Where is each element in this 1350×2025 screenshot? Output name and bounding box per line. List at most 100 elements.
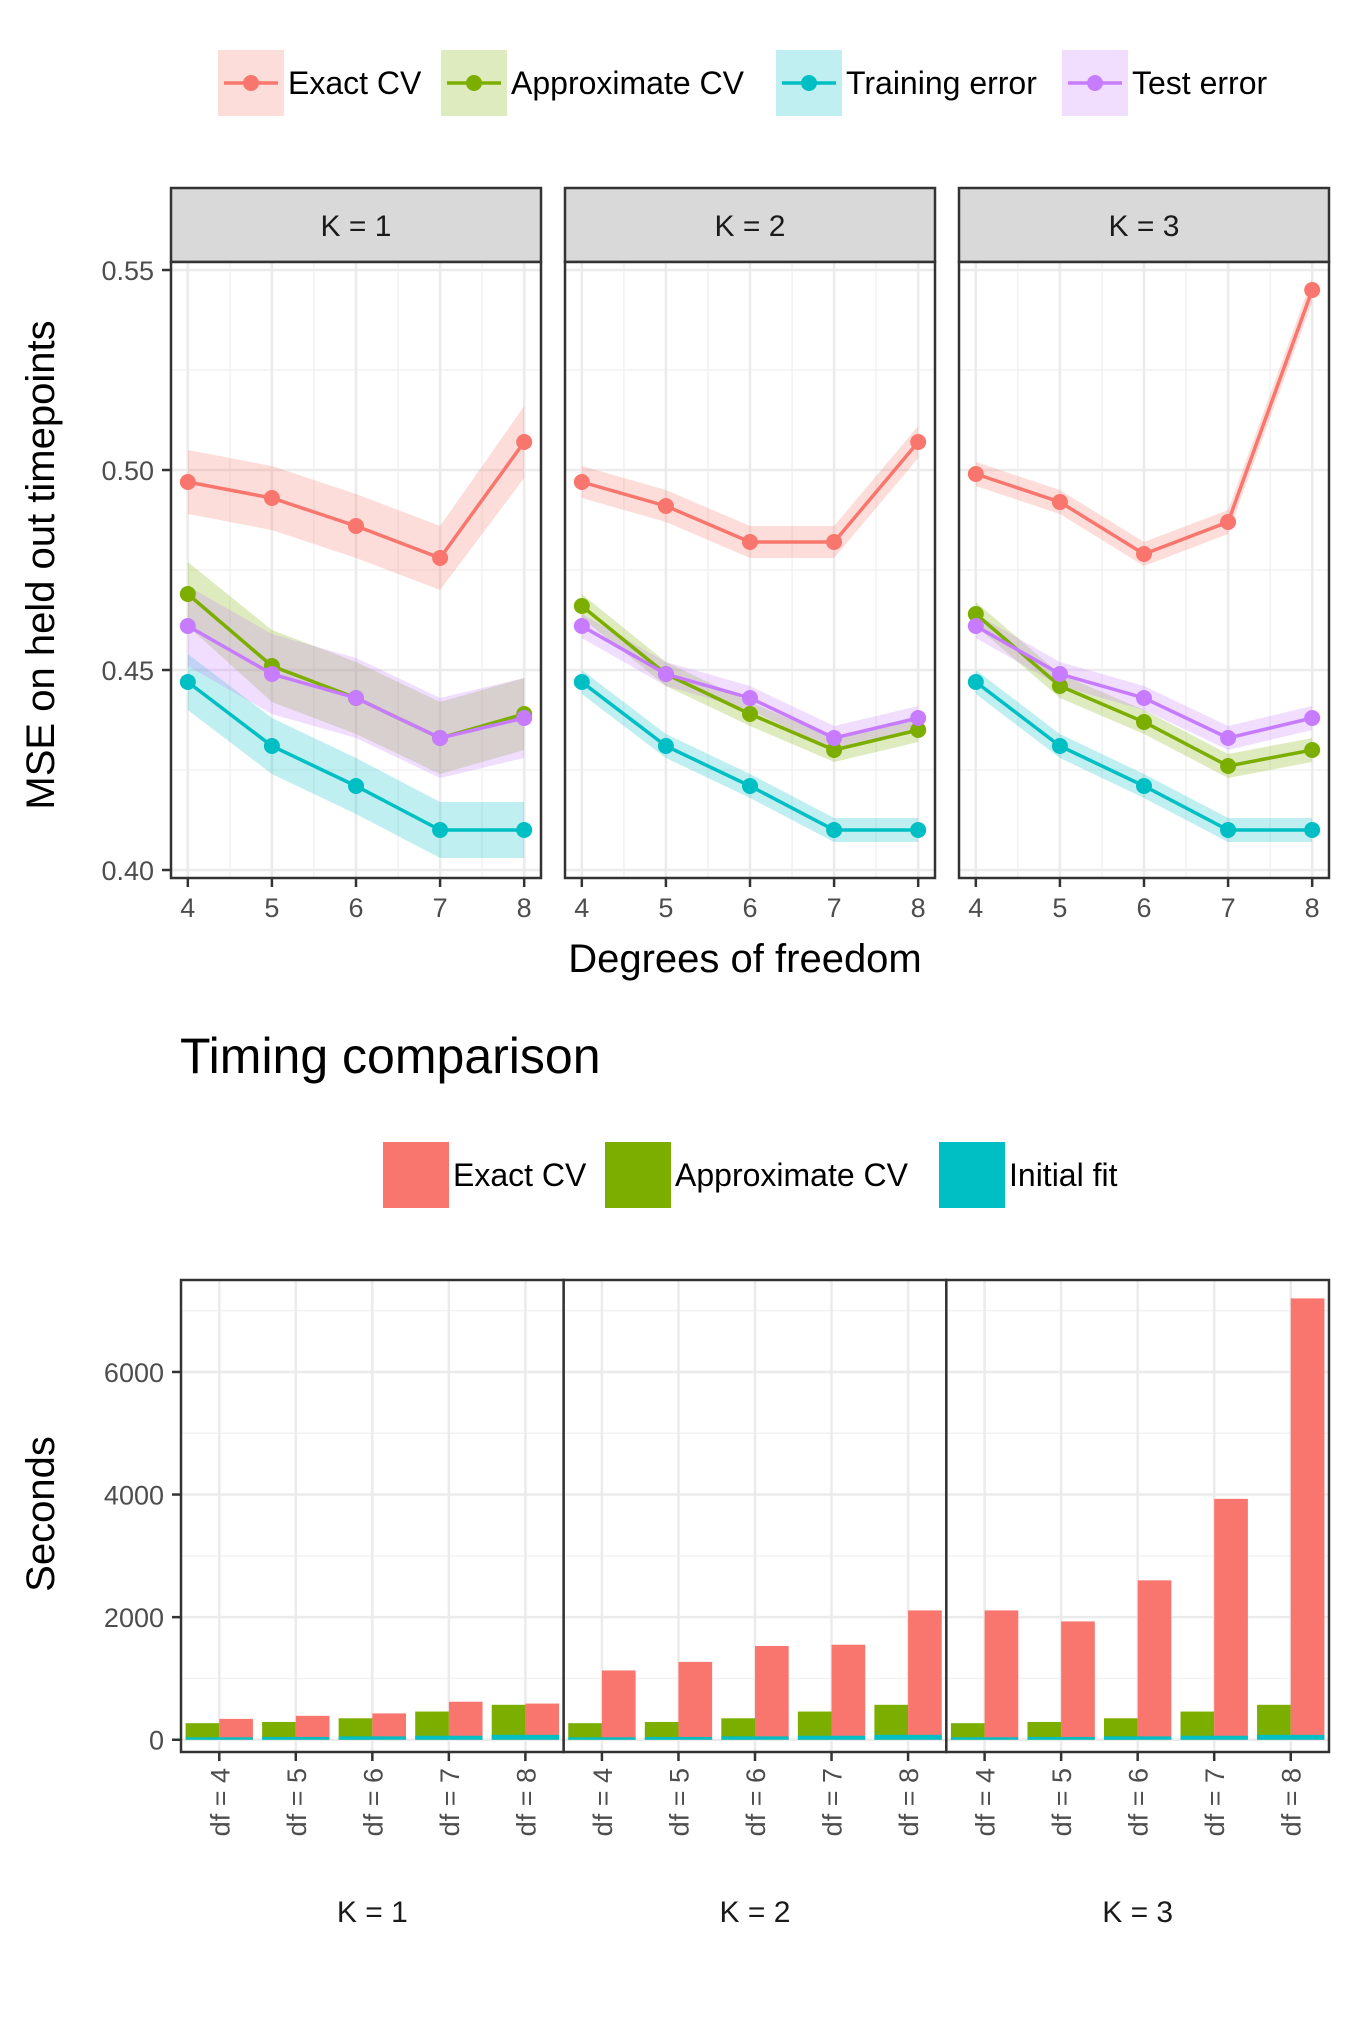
point-training-error bbox=[967, 674, 984, 690]
panel-label: K = 1 bbox=[337, 1896, 408, 1929]
point-exact-cv bbox=[967, 466, 984, 482]
bar-initial-fit bbox=[797, 1735, 866, 1740]
point-test-error bbox=[742, 690, 758, 706]
x-tick-label: 5 bbox=[658, 893, 673, 923]
x-tick-label: df = 5 bbox=[282, 1768, 312, 1836]
point-test-error bbox=[432, 730, 449, 746]
point-exact-cv bbox=[657, 498, 674, 514]
point-approximate-cv bbox=[742, 706, 758, 722]
y-tick-label: 0 bbox=[149, 1726, 164, 1756]
x-tick-label: 8 bbox=[517, 893, 532, 923]
bar-initial-fit bbox=[874, 1734, 942, 1740]
point-test-error bbox=[657, 666, 674, 682]
bar-initial-fit bbox=[185, 1737, 253, 1740]
point-test-error bbox=[910, 710, 927, 726]
x-tick-label: df = 5 bbox=[1047, 1768, 1077, 1836]
x-tick-label: 7 bbox=[1221, 893, 1236, 923]
point-approximate-cv bbox=[1304, 742, 1321, 758]
bar-exact-cv bbox=[678, 1661, 713, 1740]
line-panel-1: K = 1 4 5 6 7 8 bbox=[169, 186, 543, 923]
line-panel-3: K = 3 4 5 6 7 8 bbox=[957, 186, 1331, 923]
bar-approximate-cv bbox=[338, 1718, 373, 1740]
point-training-error bbox=[516, 822, 533, 838]
legend-key-point bbox=[1087, 75, 1103, 91]
bar-chart-y-axis-title: Seconds bbox=[19, 1436, 63, 1592]
y-tick-label: 2000 bbox=[104, 1603, 164, 1633]
legend-label: Initial fit bbox=[1009, 1157, 1118, 1193]
point-training-error bbox=[826, 822, 843, 838]
bar-exact-cv bbox=[755, 1645, 789, 1740]
line-chart-x-axis-title: Degrees of freedom bbox=[568, 937, 922, 981]
ribbon-training-error bbox=[581, 670, 919, 842]
legend-item-exact-cv: Exact CV bbox=[383, 1142, 587, 1208]
bar-initial-fit bbox=[1257, 1734, 1325, 1740]
point-test-error bbox=[573, 618, 590, 634]
bar-exact-cv bbox=[1290, 1298, 1325, 1740]
bar-initial-fit bbox=[415, 1735, 483, 1740]
bar-initial-fit bbox=[1027, 1736, 1095, 1740]
point-training-error bbox=[742, 778, 758, 794]
point-exact-cv bbox=[1304, 282, 1321, 298]
point-exact-cv bbox=[1220, 514, 1237, 530]
legend-label: Approximate CV bbox=[511, 65, 745, 101]
bar-approximate-cv bbox=[721, 1718, 755, 1740]
bar-approximate-cv bbox=[568, 1723, 602, 1740]
bar-initial-fit bbox=[721, 1736, 789, 1740]
y-tick-label: 6000 bbox=[104, 1358, 164, 1388]
point-exact-cv bbox=[432, 550, 449, 566]
y-tick-label: 4000 bbox=[104, 1481, 164, 1511]
point-training-error bbox=[1304, 822, 1321, 838]
legend-label: Training error bbox=[846, 65, 1037, 101]
bar-initial-fit bbox=[1180, 1735, 1248, 1740]
bar-exact-cv bbox=[908, 1610, 942, 1740]
line-chart: K = 1 4 5 6 7 8 K = 2 4 5 6 7 8 K = 3 4 5 6 7 8 0.40 0.45 0.… bbox=[101, 186, 1331, 923]
ribbon-exact-cv bbox=[187, 406, 525, 590]
ribbon-approximate-cv bbox=[581, 594, 919, 762]
legend-item-approximate-cv: Approximate CV bbox=[441, 50, 745, 116]
ribbon-exact-cv bbox=[581, 426, 919, 558]
panel-strip bbox=[563, 186, 937, 264]
ribbon-approximate-cv bbox=[187, 562, 525, 774]
x-tick-label: df = 8 bbox=[894, 1768, 924, 1836]
bar-exact-cv bbox=[525, 1703, 560, 1740]
bar-approximate-cv bbox=[491, 1704, 526, 1740]
point-test-error bbox=[1304, 710, 1321, 726]
y-tick-label: 0.40 bbox=[101, 856, 154, 886]
bar-approximate-cv bbox=[1027, 1721, 1062, 1740]
legend-label: Exact CV bbox=[453, 1157, 587, 1193]
y-tick-label: 0.50 bbox=[101, 456, 154, 486]
x-tick-label: df = 4 bbox=[971, 1768, 1001, 1836]
bar-approximate-cv bbox=[797, 1711, 832, 1740]
legend-label: Exact CV bbox=[288, 65, 422, 101]
panel-label: K = 2 bbox=[720, 1896, 791, 1929]
point-approximate-cv bbox=[1051, 678, 1068, 694]
point-training-error bbox=[1051, 738, 1068, 754]
point-training-error bbox=[573, 674, 590, 690]
bar-approximate-cv bbox=[262, 1721, 296, 1740]
x-tick-label: df = 4 bbox=[588, 1768, 618, 1836]
line-chart-legend: Exact CV Approximate CV Training error Test… bbox=[218, 50, 1267, 116]
legend-item-initial-fit: Initial fit bbox=[939, 1142, 1118, 1208]
bar-initial-fit bbox=[338, 1736, 407, 1740]
point-test-error bbox=[179, 618, 196, 634]
legend-key-point bbox=[243, 75, 259, 91]
bar-approximate-cv bbox=[950, 1723, 985, 1740]
x-tick-label: df = 6 bbox=[358, 1768, 388, 1836]
point-test-error bbox=[263, 666, 280, 682]
bar-exact-cv bbox=[984, 1610, 1019, 1740]
point-approximate-cv bbox=[573, 598, 590, 614]
bar-approximate-cv bbox=[1180, 1711, 1215, 1740]
legend-item-approximate-cv: Approximate CV bbox=[605, 1142, 909, 1208]
point-exact-cv bbox=[516, 434, 533, 450]
legend-item-test-error: Test error bbox=[1062, 50, 1267, 116]
x-tick-label: 6 bbox=[348, 893, 363, 923]
x-tick-label: 7 bbox=[433, 893, 448, 923]
x-tick-label: df = 4 bbox=[205, 1768, 235, 1836]
point-exact-cv bbox=[263, 490, 280, 506]
point-exact-cv bbox=[1136, 546, 1152, 562]
legend-label: Test error bbox=[1132, 65, 1267, 101]
panel-strip-label: K = 1 bbox=[321, 210, 392, 243]
bar-approximate-cv bbox=[415, 1711, 449, 1740]
bar-exact-cv bbox=[601, 1670, 636, 1740]
